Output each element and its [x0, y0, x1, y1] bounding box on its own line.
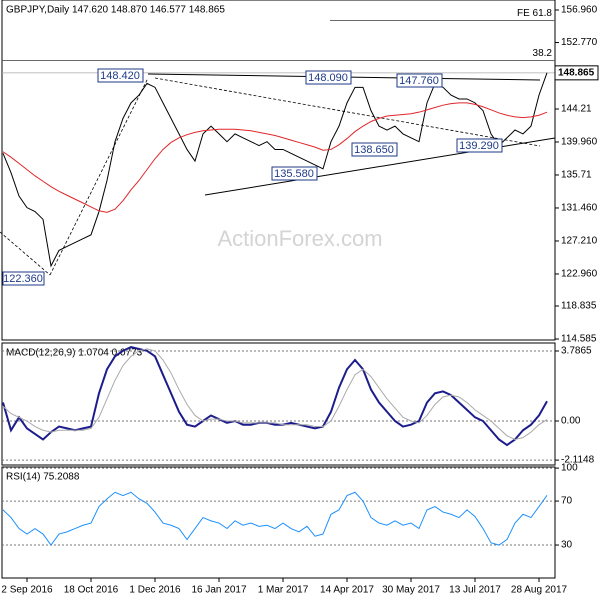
x-tick-label: 1 Mar 2017 [258, 585, 309, 596]
trend-line [0, 231, 51, 276]
y-tick-label: 0.00 [561, 416, 581, 427]
annotation-box [456, 138, 503, 153]
y-tick-label: 156.960 [561, 5, 598, 16]
x-tick-label: 28 Aug 2017 [511, 585, 568, 596]
x-tick-label: 18 Oct 2016 [64, 585, 119, 596]
x-tick-label: 16 Jan 2017 [191, 585, 246, 596]
panel-frame [1, 0, 556, 341]
annotation: 148.090 [308, 72, 348, 84]
annotation-box [396, 73, 443, 88]
y-tick-label: 127.210 [561, 236, 598, 247]
annotation: 139.290 [459, 140, 499, 152]
annotation-box [305, 70, 352, 85]
y-tick-label: 30 [561, 540, 573, 551]
series-line [2, 491, 548, 546]
y-tick-label: 144.21 [561, 104, 592, 115]
y-tick-label: 152.770 [561, 37, 598, 48]
x-tick-label: 14 Apr 2017 [320, 585, 374, 596]
y-tick-label: 100 [561, 463, 578, 474]
level-label: 38.2 [533, 48, 553, 59]
series-line [2, 346, 548, 447]
annotation: 138.650 [354, 144, 394, 156]
annotation-box [351, 142, 398, 157]
annotation-box [2, 271, 45, 286]
watermark: ActionForex.com [217, 226, 382, 251]
annotation-box [271, 166, 318, 181]
level-label: FE 61.8 [517, 8, 552, 19]
panel-title: RSI(14) 75.2088 [6, 472, 80, 483]
panel-title: MACD(12,26,9) 1.0704 0.0773 [6, 348, 143, 359]
y-tick-label: -2.1148 [561, 455, 595, 466]
y-tick-label: 139.960 [561, 137, 598, 148]
x-tick-label: 30 May 2017 [382, 585, 440, 596]
annotation: 147.760 [399, 75, 439, 87]
panel-frame [1, 342, 556, 466]
x-tick-label: 13 Jul 2017 [449, 585, 501, 596]
trend-line [154, 77, 541, 147]
series-line [2, 102, 548, 213]
y-tick-label: 114.585 [561, 334, 597, 345]
annotation: 148.420 [100, 70, 140, 82]
y-tick-label: 3.7865 [561, 346, 592, 357]
x-tick-label: 2 Sep 2016 [1, 585, 53, 596]
y-tick-label: 131.460 [561, 203, 598, 214]
annotations: 148.420 148.090 147.760 138.650 139.290 … [2, 68, 503, 286]
series-line [2, 72, 548, 268]
annotation: 122.360 [3, 273, 43, 285]
y-tick-label: 118.835 [561, 301, 597, 312]
panel-frame [1, 466, 556, 579]
panel-title: GBPJPY,Daily 147.620 148.870 146.577 148… [6, 5, 225, 16]
y-tick-label: 70 [561, 496, 573, 507]
last-price-label: 148.865 [558, 67, 595, 78]
annotation-box [97, 68, 144, 83]
x-tick-label: 1 Dec 2016 [129, 585, 181, 596]
series-line [2, 348, 548, 441]
last-price-box [554, 65, 599, 81]
y-tick-label: 135.71 [561, 170, 592, 181]
y-tick-label: 122.960 [561, 269, 598, 280]
trend-line [49, 77, 149, 276]
annotation: 135.580 [274, 168, 314, 180]
